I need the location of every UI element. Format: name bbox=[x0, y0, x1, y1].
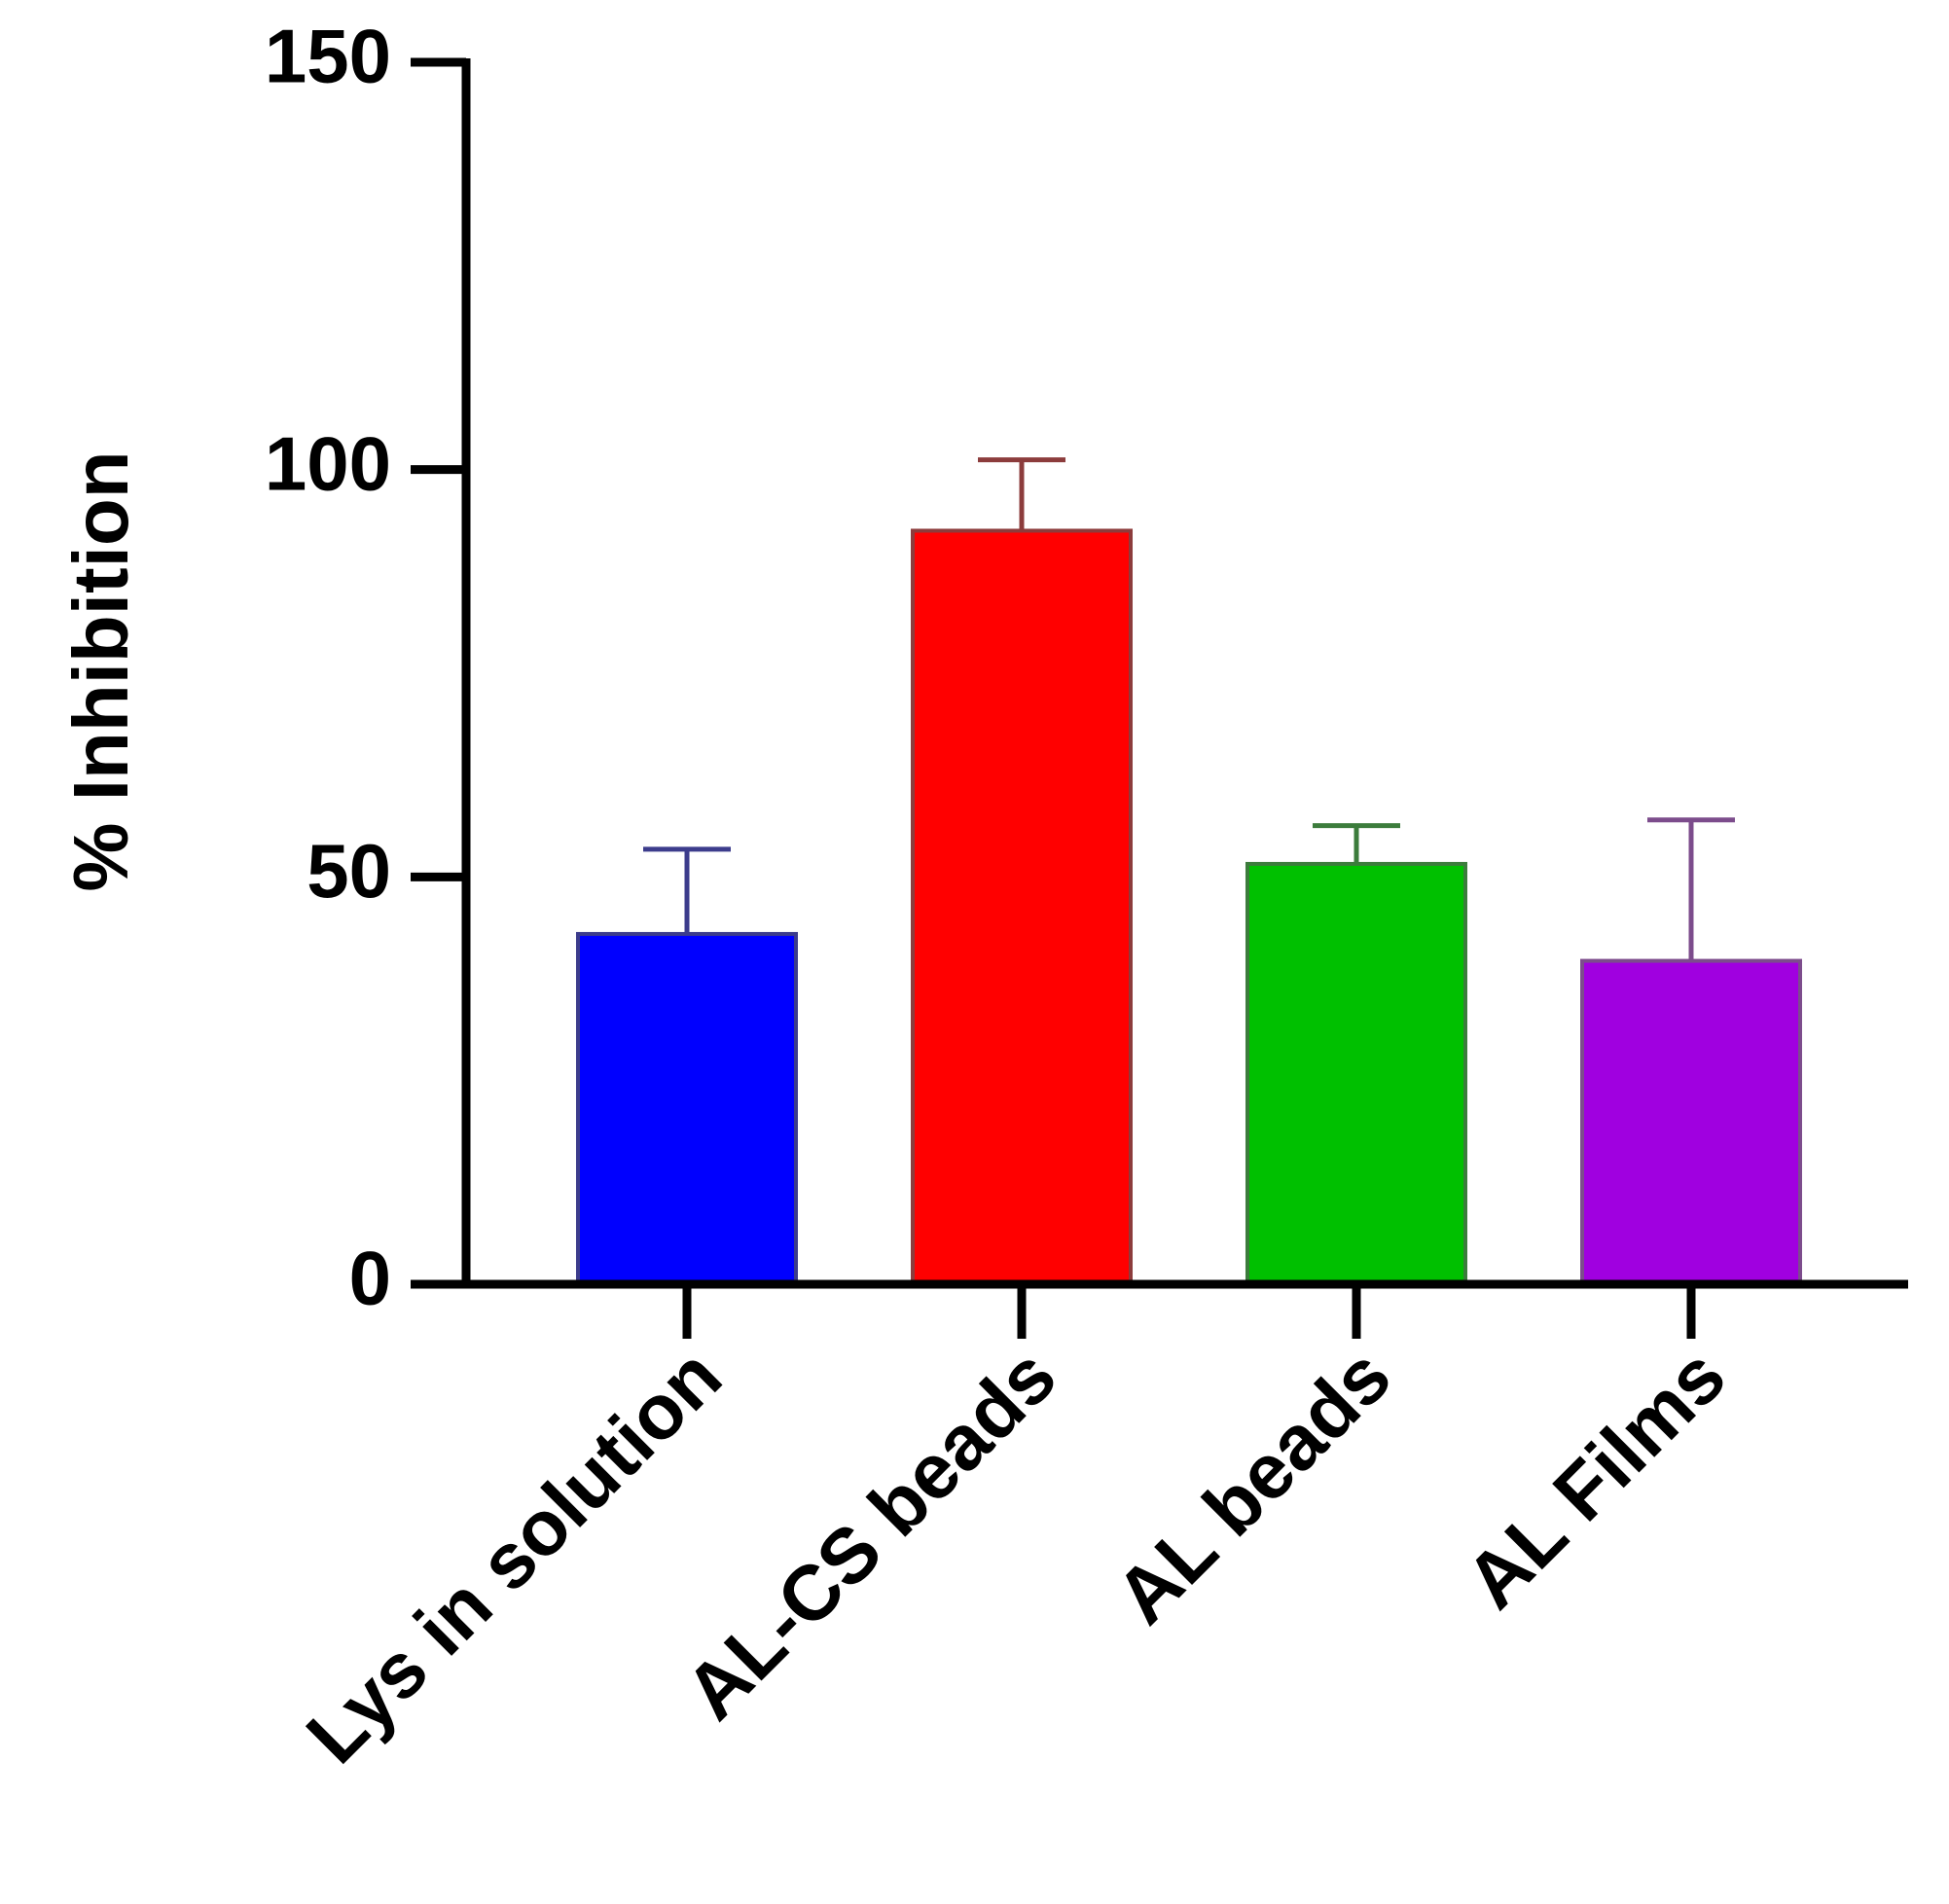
x-tick-label: AL beads bbox=[1099, 1332, 1407, 1640]
y-tick-label: 150 bbox=[265, 14, 391, 99]
y-tick-label: 0 bbox=[349, 1236, 391, 1321]
y-tick-label: 50 bbox=[307, 828, 391, 914]
x-tick-label: AL Films bbox=[1449, 1332, 1742, 1625]
bar bbox=[911, 528, 1133, 1286]
bar bbox=[1580, 958, 1802, 1286]
bar bbox=[1245, 861, 1467, 1286]
x-tick-label: Lys in solution bbox=[290, 1332, 738, 1779]
y-tick-label: 100 bbox=[265, 420, 391, 506]
y-axis-label: % Inhibition bbox=[57, 450, 144, 891]
bar bbox=[576, 931, 798, 1286]
